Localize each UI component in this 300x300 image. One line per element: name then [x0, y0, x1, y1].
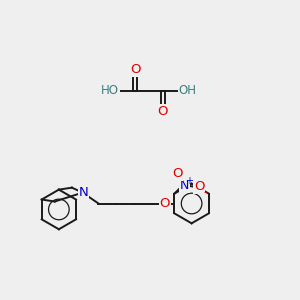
Text: +: +	[185, 176, 193, 186]
Text: HO: HO	[101, 84, 119, 97]
Text: O: O	[158, 105, 168, 118]
Text: O: O	[160, 197, 170, 210]
Text: N: N	[180, 179, 189, 192]
Text: N: N	[79, 186, 88, 199]
Text: OH: OH	[178, 84, 196, 97]
Text: O: O	[172, 167, 183, 180]
Text: O: O	[130, 63, 140, 76]
Text: O: O	[194, 180, 205, 193]
Text: -: -	[203, 187, 207, 196]
